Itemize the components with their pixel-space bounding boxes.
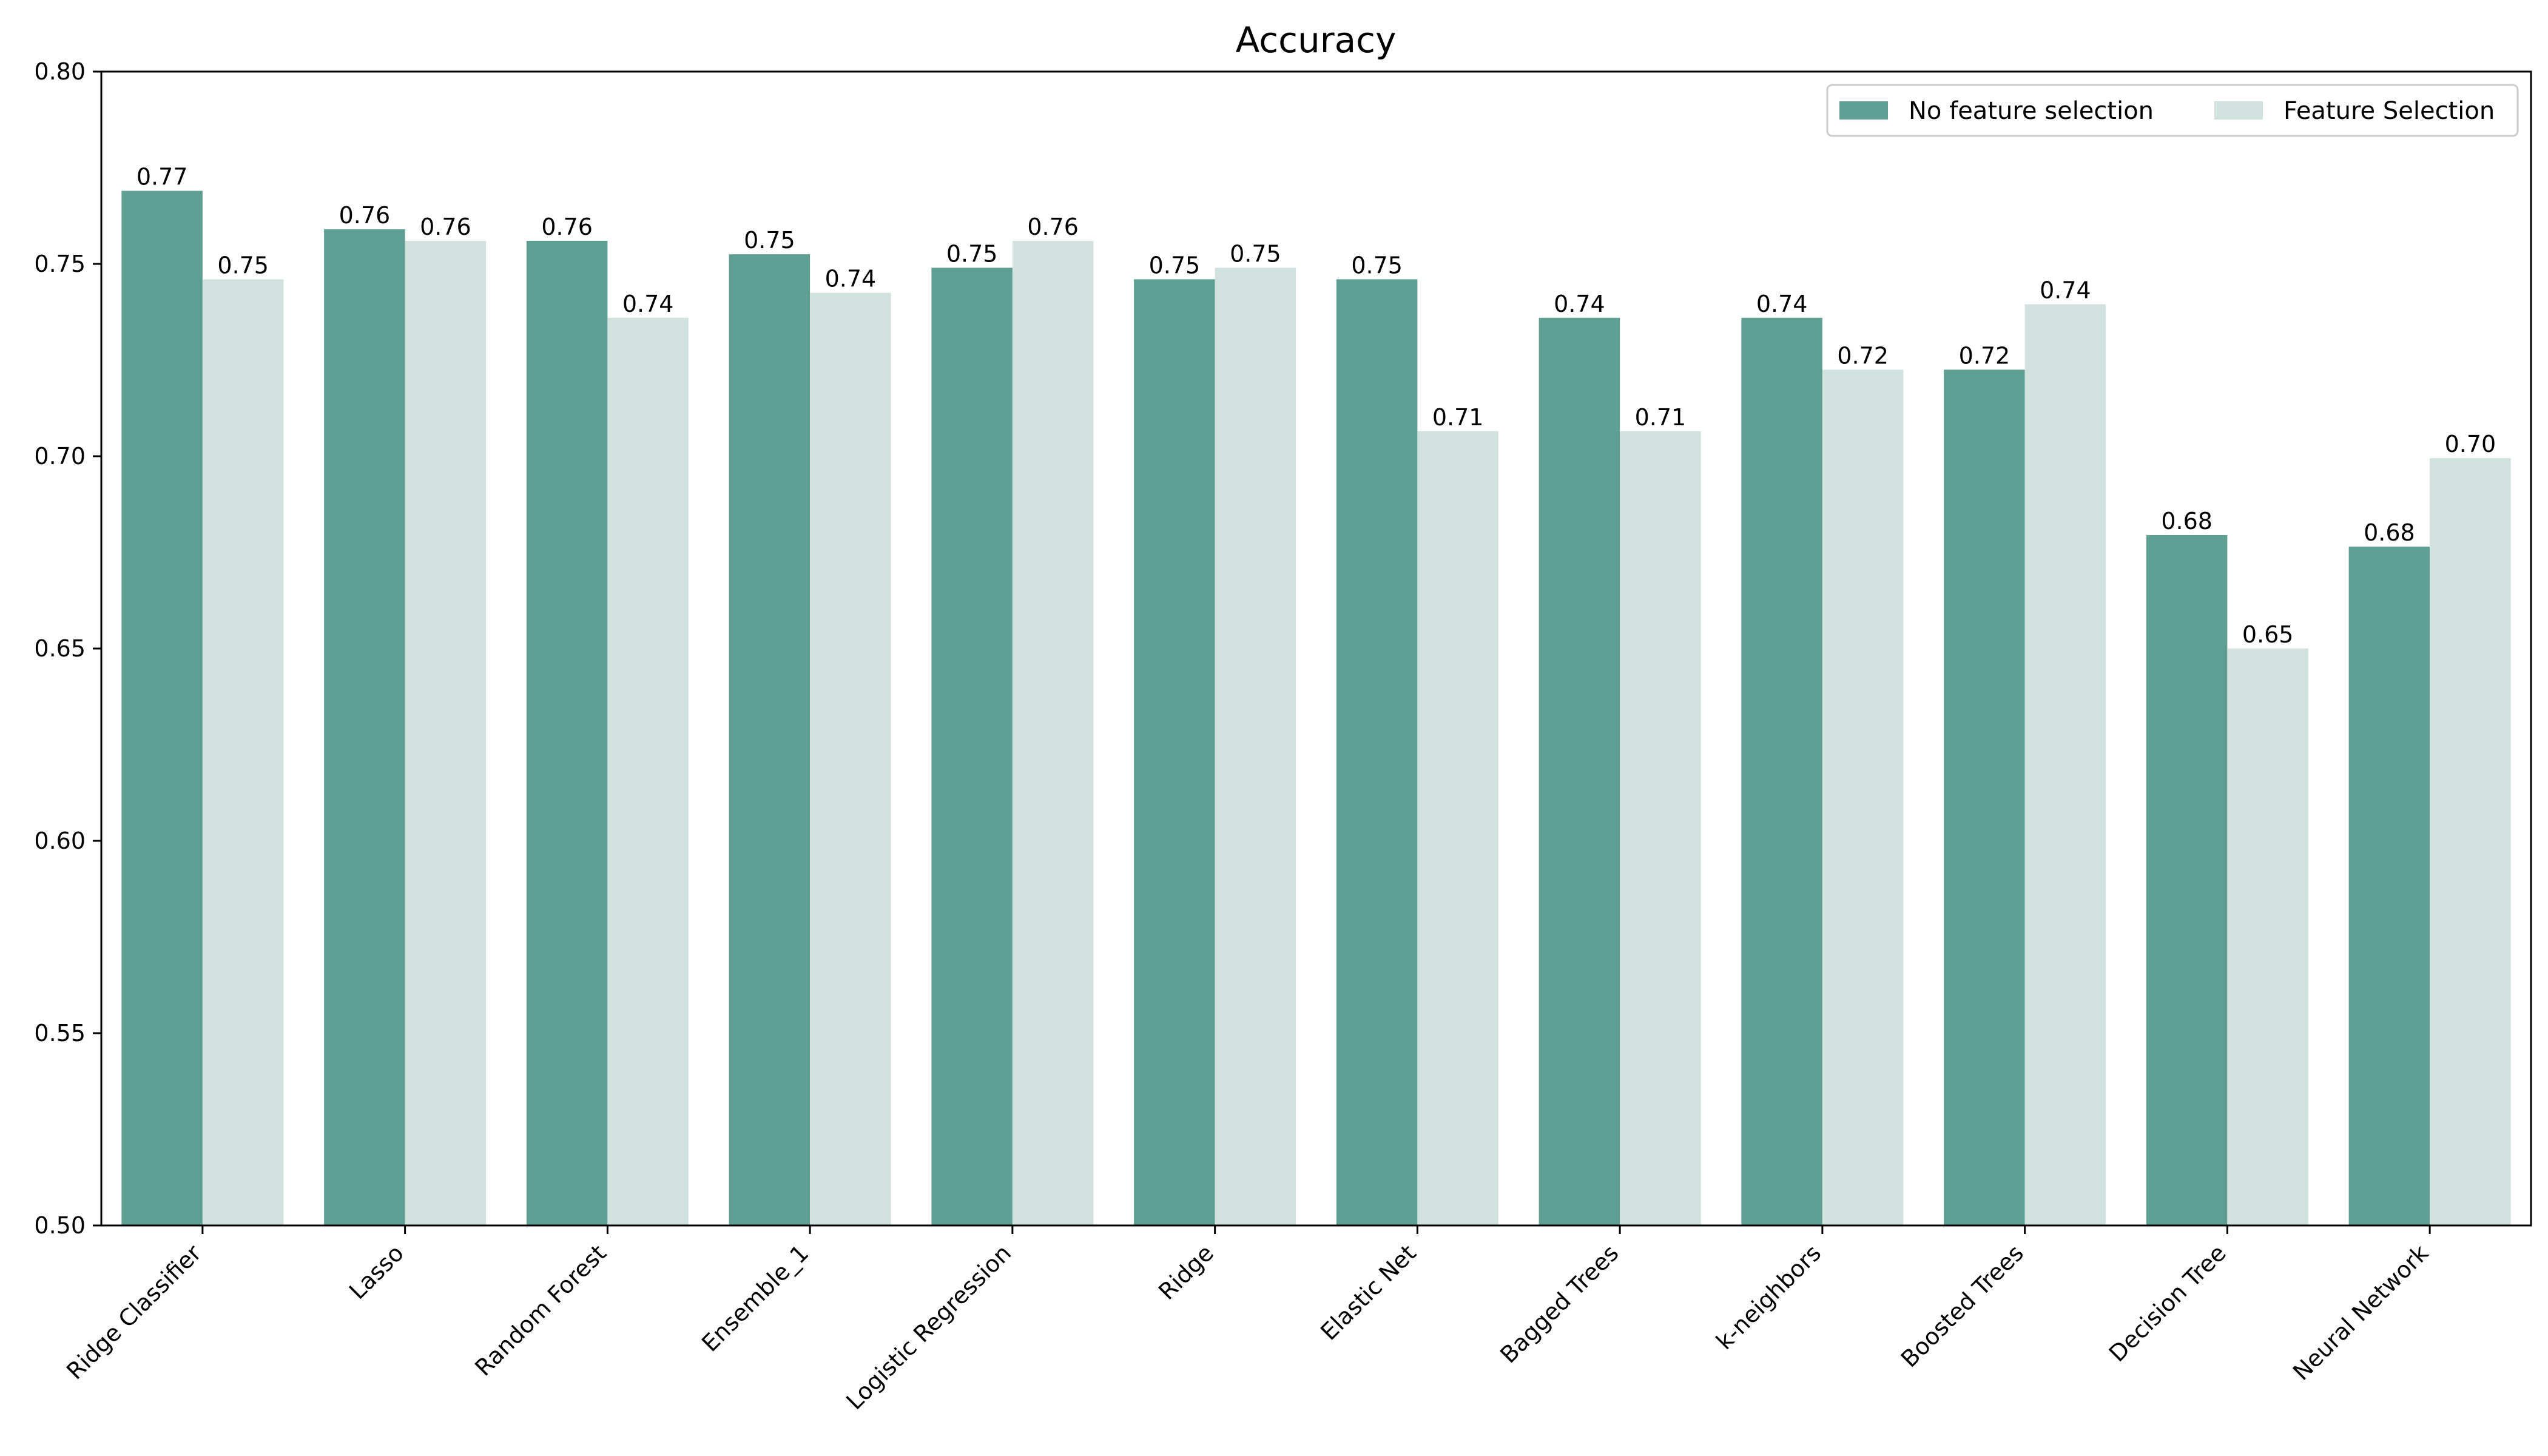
y-tick-label: 0.70 bbox=[34, 443, 86, 470]
bar-feature-selection bbox=[2227, 649, 2308, 1225]
legend-swatch bbox=[1839, 101, 1888, 120]
bar-feature-selection bbox=[607, 317, 689, 1225]
bar-feature-selection bbox=[2430, 458, 2511, 1226]
y-axis: 0.50 0.55 0.60 0.65 0.70 0.75 0.80 bbox=[34, 58, 101, 1239]
bar-value-label: 0.75 bbox=[946, 240, 998, 267]
bar-value-label: 0.74 bbox=[2040, 277, 2091, 304]
bar-value-label: 0.68 bbox=[2161, 508, 2213, 534]
bar-no-feature-selection bbox=[931, 268, 1013, 1226]
bar-value-label: 0.76 bbox=[420, 214, 471, 240]
bar-value-label: 0.74 bbox=[622, 291, 674, 317]
bar-value-label: 0.74 bbox=[1554, 291, 1605, 317]
bar-feature-selection bbox=[2024, 304, 2106, 1225]
y-tick-label: 0.65 bbox=[34, 635, 86, 662]
y-tick-label: 0.75 bbox=[34, 251, 86, 277]
bar-no-feature-selection bbox=[1539, 317, 1620, 1225]
bar-feature-selection bbox=[405, 240, 487, 1226]
bar-feature-selection bbox=[1215, 268, 1296, 1226]
bar-no-feature-selection bbox=[324, 229, 405, 1226]
bar-value-label: 0.75 bbox=[1149, 252, 1201, 278]
bar-feature-selection bbox=[810, 292, 891, 1225]
y-tick-label: 0.50 bbox=[34, 1212, 86, 1239]
y-tick-label: 0.60 bbox=[34, 827, 86, 854]
bar-no-feature-selection bbox=[2348, 546, 2430, 1225]
bar-no-feature-selection bbox=[1336, 279, 1418, 1225]
bar-no-feature-selection bbox=[1741, 317, 1822, 1225]
bar-feature-selection bbox=[1012, 240, 1094, 1226]
bar-labels-group: 0.77 0.76 0.76 0.75 0.75 0.75 0.75 0.74 0.74 0.72… bbox=[136, 164, 2496, 648]
bar-value-label: 0.72 bbox=[1959, 342, 2010, 369]
bar-no-feature-selection bbox=[2146, 534, 2228, 1225]
bar-value-label: 0.76 bbox=[541, 214, 593, 240]
bar-value-label: 0.71 bbox=[1635, 404, 1687, 431]
legend-label: No feature selection bbox=[1909, 97, 2154, 125]
bar-value-label: 0.68 bbox=[2364, 519, 2415, 546]
chart-title: Accuracy bbox=[1236, 19, 1397, 61]
bar-value-label: 0.70 bbox=[2445, 431, 2496, 457]
bar-feature-selection bbox=[1417, 431, 1498, 1225]
legend-swatch bbox=[2214, 101, 2263, 120]
bar-feature-selection bbox=[1822, 369, 1904, 1225]
bar-value-label: 0.75 bbox=[744, 227, 795, 254]
bar-value-label: 0.76 bbox=[1027, 214, 1079, 240]
bar-value-label: 0.75 bbox=[1230, 240, 1281, 267]
bar-value-label: 0.76 bbox=[339, 202, 391, 229]
bar-no-feature-selection bbox=[729, 254, 811, 1225]
y-tick-label: 0.55 bbox=[34, 1020, 86, 1046]
bar-value-label: 0.75 bbox=[1351, 252, 1403, 278]
bar-no-feature-selection bbox=[1944, 369, 2025, 1225]
bar-value-label: 0.75 bbox=[217, 252, 269, 278]
bar-no-feature-selection bbox=[121, 190, 203, 1225]
bar-no-feature-selection bbox=[1134, 279, 1215, 1225]
bar-feature-selection bbox=[1620, 431, 1701, 1225]
plot-frame bbox=[100, 70, 2532, 1227]
bar-value-label: 0.71 bbox=[1432, 404, 1484, 431]
bar-value-label: 0.74 bbox=[825, 266, 877, 292]
bars-group bbox=[121, 190, 2511, 1226]
y-tick-label: 0.80 bbox=[34, 58, 86, 85]
legend-label: Feature Selection bbox=[2283, 97, 2495, 125]
bar-value-label: 0.77 bbox=[136, 164, 188, 190]
legend-box bbox=[1826, 84, 2519, 137]
bar-no-feature-selection bbox=[526, 240, 608, 1226]
bar-value-label: 0.65 bbox=[2242, 621, 2294, 648]
legend: No feature selection Feature Selection bbox=[1826, 84, 2519, 137]
bar-value-label: 0.74 bbox=[1756, 291, 1808, 317]
bar-feature-selection bbox=[202, 279, 284, 1225]
bar-value-label: 0.72 bbox=[1837, 342, 1889, 369]
